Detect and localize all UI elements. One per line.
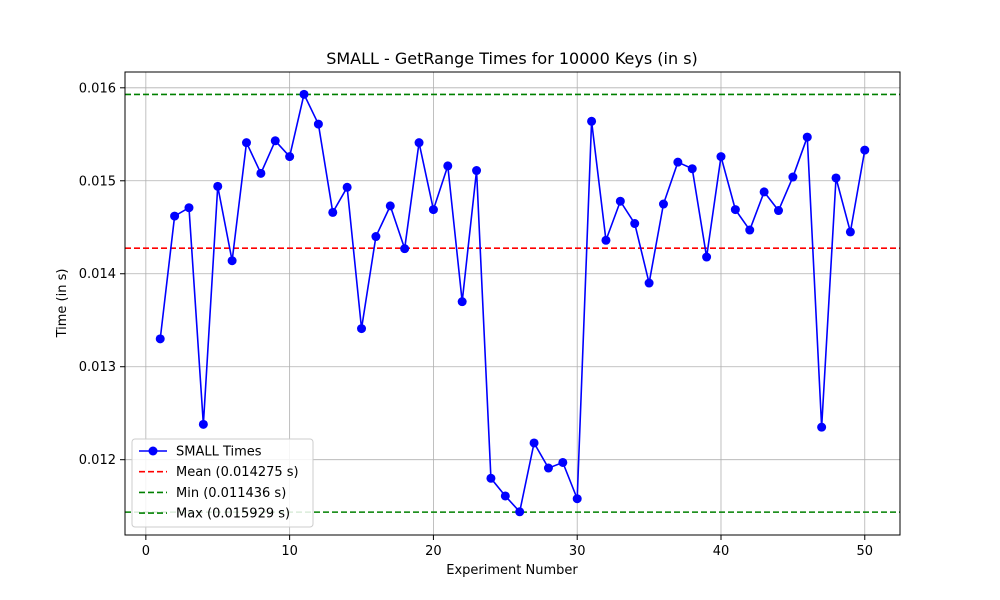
legend-label: SMALL Times <box>176 445 262 460</box>
y-axis-label: Time (in s) <box>55 269 70 339</box>
data-point <box>802 132 812 142</box>
data-point <box>428 205 438 215</box>
data-point <box>730 205 740 215</box>
data-point <box>587 116 597 126</box>
chart-title: SMALL - GetRange Times for 10000 Keys (i… <box>326 49 698 68</box>
data-point <box>270 136 280 146</box>
data-point <box>472 166 482 176</box>
data-point <box>716 152 726 162</box>
plot-frame <box>124 71 901 536</box>
data-point <box>443 161 453 171</box>
y-tick-label: 0.016 <box>79 81 116 96</box>
x-tick-label: 10 <box>281 544 298 559</box>
data-point <box>515 507 525 517</box>
data-point <box>702 252 712 262</box>
y-tick-label: 0.012 <box>79 453 116 468</box>
data-point <box>759 187 769 197</box>
data-point <box>256 168 266 178</box>
data-point <box>184 203 194 213</box>
x-axis-ticks: 0 10 20 30 40 50 <box>142 535 873 559</box>
y-tick-label: 0.013 <box>79 360 116 375</box>
data-point <box>328 207 338 217</box>
data-point <box>213 181 223 191</box>
data-point <box>155 334 165 344</box>
data-point <box>299 89 309 99</box>
data-point <box>558 457 568 467</box>
data-point <box>687 164 697 174</box>
data-point <box>400 244 410 254</box>
data-point <box>170 211 180 221</box>
data-point <box>860 145 870 155</box>
data-point <box>658 199 668 209</box>
x-tick-label: 0 <box>142 544 150 559</box>
data-point <box>457 297 467 307</box>
data-point <box>342 182 352 192</box>
data-point <box>745 225 755 235</box>
data-point <box>357 324 367 334</box>
data-point <box>529 438 539 448</box>
data-point <box>788 172 798 182</box>
data-point <box>630 219 640 229</box>
data-point <box>543 463 553 473</box>
data-point <box>817 422 827 432</box>
data-point <box>774 206 784 216</box>
y-tick-label: 0.015 <box>79 174 116 189</box>
data-point <box>313 119 323 129</box>
data-point <box>285 152 295 162</box>
x-axis-label: Experiment Number <box>446 563 578 578</box>
data-point <box>227 256 237 266</box>
data-point <box>371 232 381 242</box>
data-point <box>486 473 496 483</box>
series-layer <box>155 89 870 517</box>
legend-label: Max (0.015929 s) <box>176 507 290 522</box>
data-point <box>644 278 654 288</box>
data-point <box>831 173 841 183</box>
data-point <box>601 235 611 245</box>
x-tick-label: 50 <box>856 544 873 559</box>
data-point <box>241 138 251 148</box>
x-tick-label: 40 <box>713 544 730 559</box>
data-point <box>845 227 855 237</box>
x-tick-label: 30 <box>569 544 586 559</box>
data-point <box>414 138 424 148</box>
data-point <box>500 491 510 501</box>
data-point <box>572 494 582 504</box>
data-point <box>615 196 625 206</box>
data-point <box>385 201 395 211</box>
legend-marker <box>148 446 158 456</box>
legend-label: Min (0.011436 s) <box>176 486 286 501</box>
x-tick-label: 20 <box>425 544 442 559</box>
data-point <box>673 157 683 167</box>
y-tick-label: 0.014 <box>79 267 116 282</box>
legend-box <box>131 438 314 528</box>
y-axis-ticks: 0.012 0.013 0.014 0.015 0.016 <box>79 81 125 468</box>
legend: SMALL Times Mean (0.014275 s) Min (0.01143… <box>131 438 314 528</box>
data-point <box>198 419 208 429</box>
legend-label: Mean (0.014275 s) <box>176 465 299 480</box>
